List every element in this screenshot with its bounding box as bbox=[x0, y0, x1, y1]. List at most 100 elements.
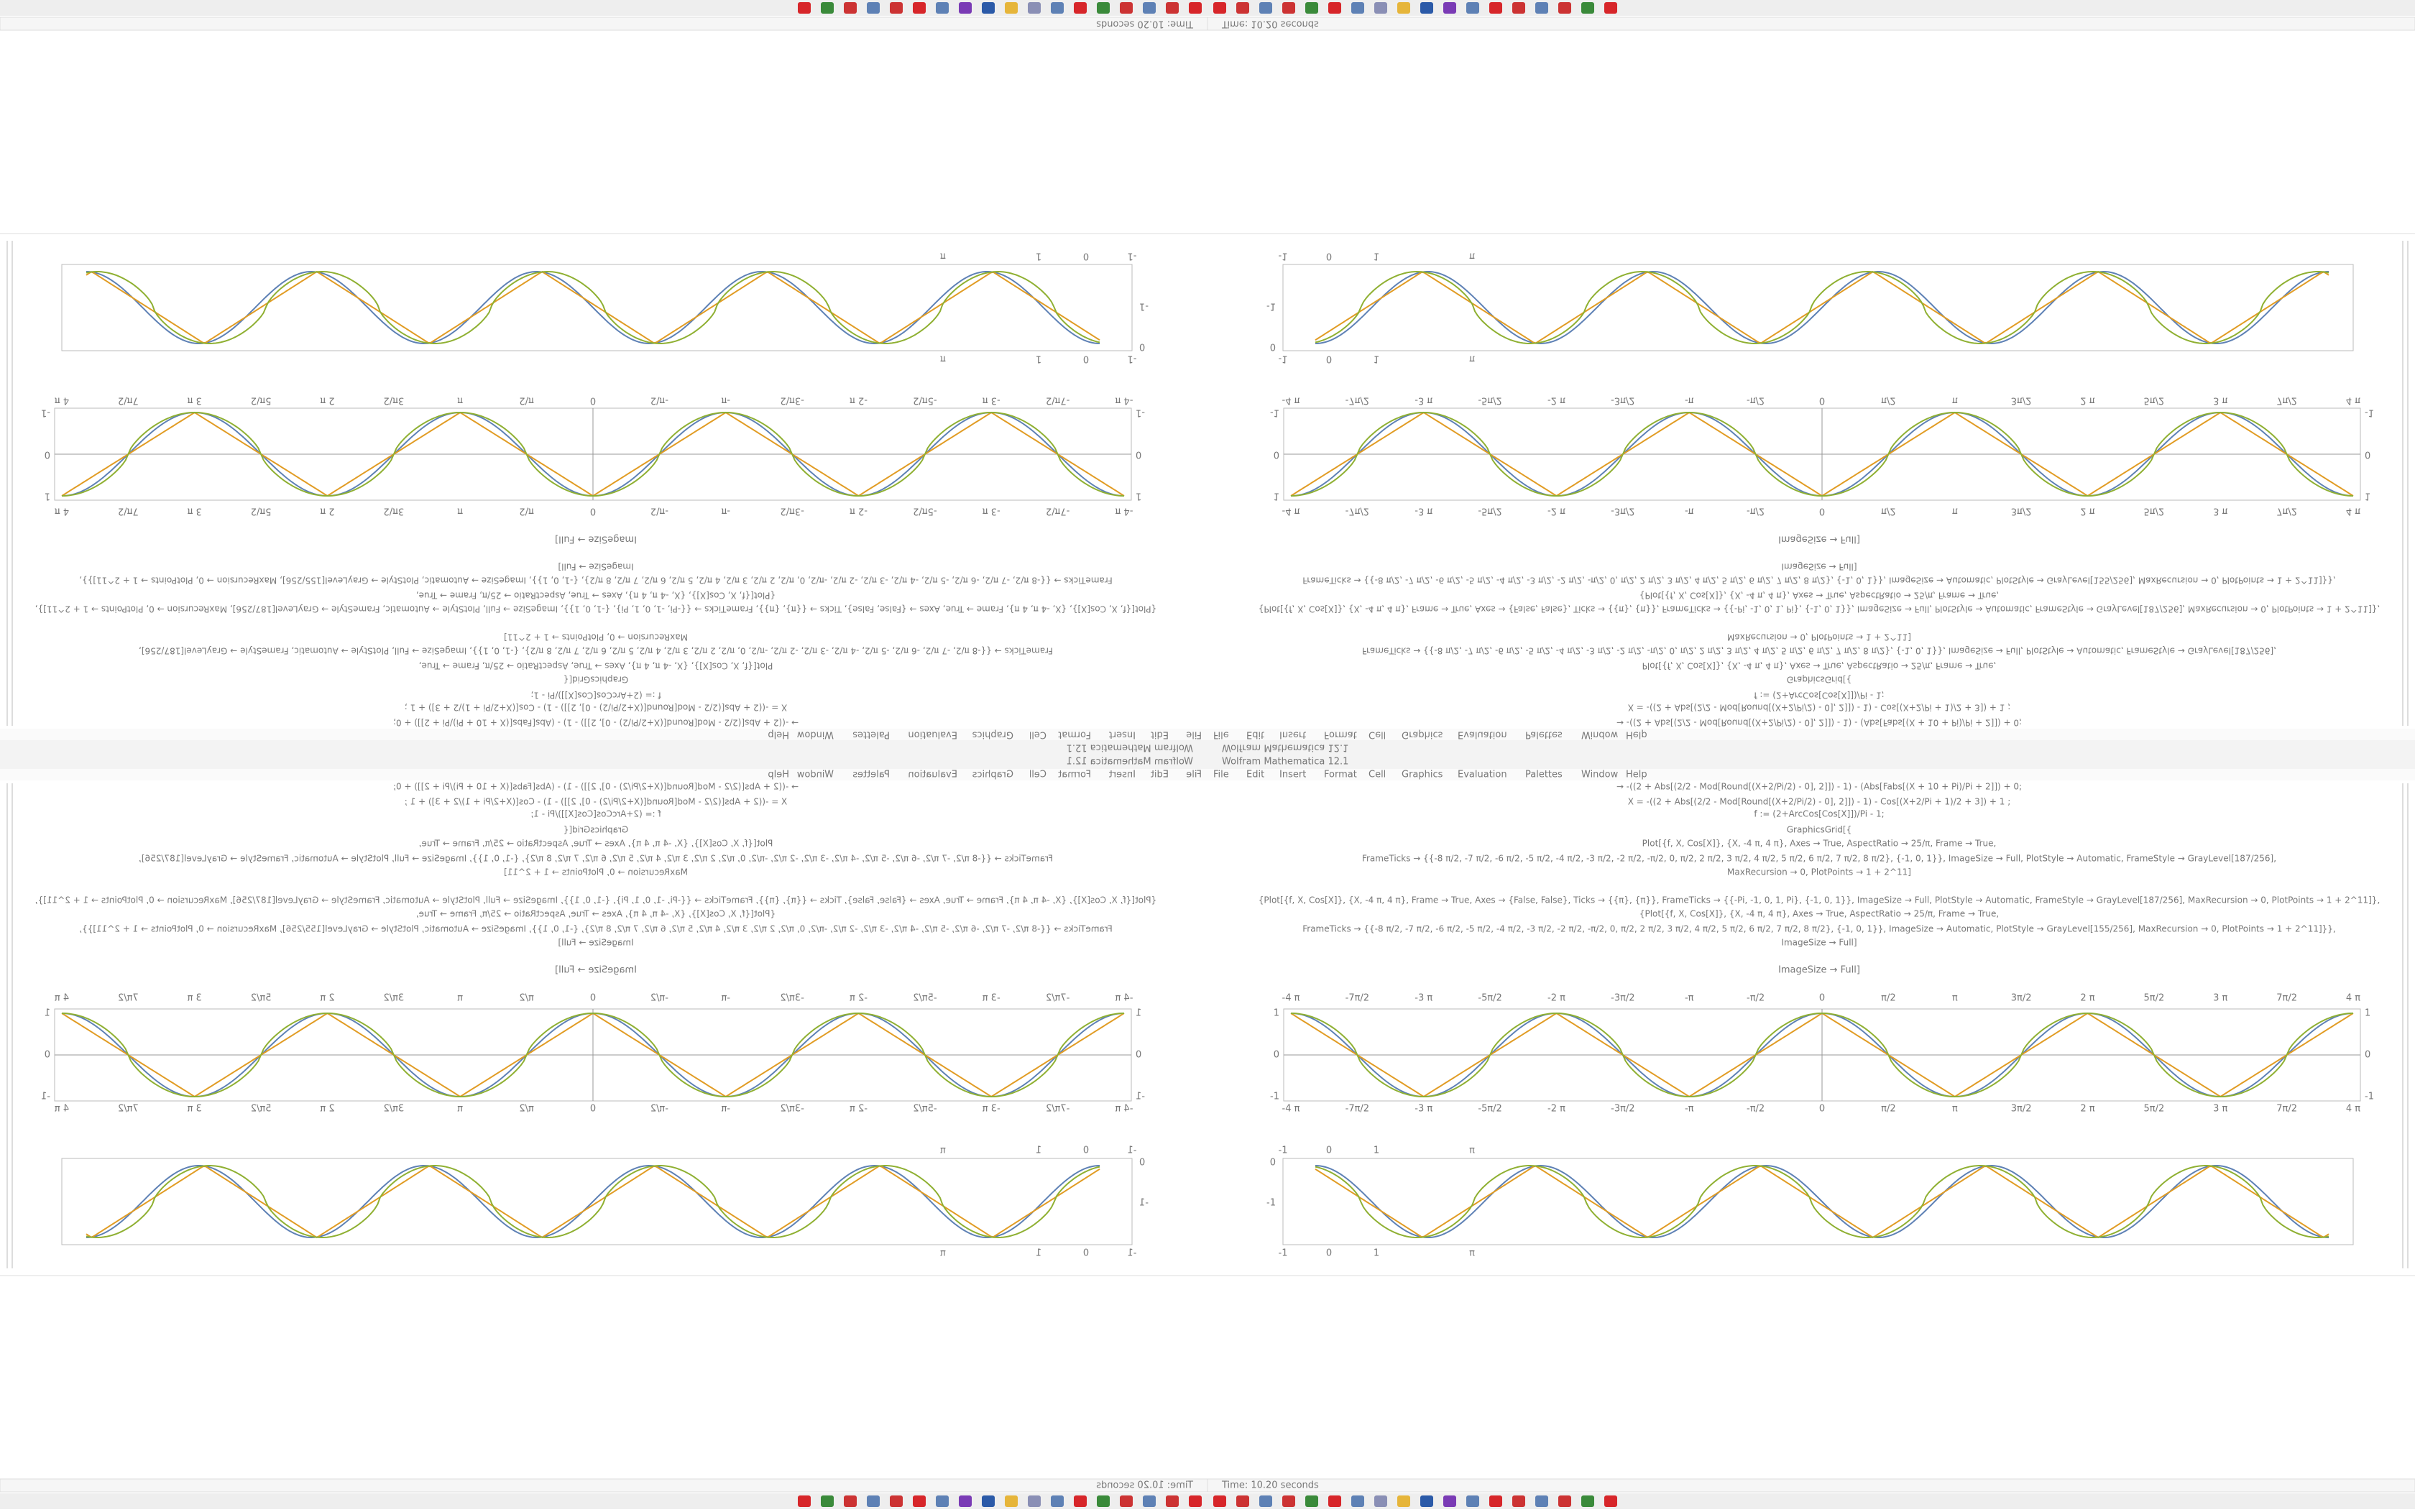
taskbar-icon[interactable] bbox=[1166, 1495, 1179, 1507]
taskbar-icon[interactable] bbox=[1558, 2, 1571, 14]
menu-item[interactable]: Graphics bbox=[972, 770, 1013, 780]
menu-item[interactable]: Window bbox=[796, 770, 834, 780]
taskbar-icon[interactable] bbox=[1351, 2, 1364, 14]
taskbar-icon[interactable] bbox=[1512, 1495, 1525, 1507]
taskbar-icon[interactable] bbox=[1351, 1495, 1364, 1507]
menu-item[interactable]: Evaluation bbox=[1458, 729, 1507, 740]
menu-item[interactable]: File bbox=[1213, 729, 1229, 740]
taskbar-icon[interactable] bbox=[1259, 2, 1272, 14]
taskbar-icon[interactable] bbox=[844, 2, 857, 14]
taskbar-icon[interactable] bbox=[821, 2, 834, 14]
taskbar-icon[interactable] bbox=[1420, 1495, 1433, 1507]
taskbar-icon[interactable] bbox=[1443, 1495, 1456, 1507]
menu-item[interactable]: Cell bbox=[1029, 770, 1046, 780]
menu-item[interactable]: Cell bbox=[1368, 770, 1386, 780]
taskbar-icon[interactable] bbox=[1305, 2, 1318, 14]
taskbar-icon[interactable] bbox=[1005, 1495, 1018, 1507]
taskbar-icon[interactable] bbox=[844, 1495, 857, 1507]
taskbar-icon[interactable] bbox=[1005, 2, 1018, 14]
menu-item[interactable]: Format bbox=[1058, 770, 1091, 780]
taskbar-icon[interactable] bbox=[1581, 1495, 1594, 1507]
taskbar-icon[interactable] bbox=[913, 2, 926, 14]
taskbar-icon[interactable] bbox=[1282, 1495, 1295, 1507]
taskbar-icon[interactable] bbox=[982, 1495, 995, 1507]
taskbar-icon[interactable] bbox=[1143, 1495, 1156, 1507]
taskbar-icon[interactable] bbox=[1259, 1495, 1272, 1507]
taskbar-icon[interactable] bbox=[1374, 2, 1387, 14]
taskbar-icon[interactable] bbox=[890, 2, 903, 14]
menu-item[interactable]: Help bbox=[1626, 770, 1647, 780]
taskbar-icon[interactable] bbox=[1189, 1495, 1202, 1507]
taskbar-icon[interactable] bbox=[1328, 1495, 1341, 1507]
taskbar-icon[interactable] bbox=[1028, 2, 1041, 14]
taskbar-icon[interactable] bbox=[1236, 2, 1249, 14]
menu-item[interactable]: Graphics bbox=[972, 729, 1013, 740]
taskbar-icon[interactable] bbox=[798, 1495, 811, 1507]
taskbar-icon[interactable] bbox=[1189, 2, 1202, 14]
taskbar-icon[interactable] bbox=[1120, 2, 1133, 14]
taskbar-icon[interactable] bbox=[1051, 1495, 1064, 1507]
taskbar-icon[interactable] bbox=[798, 2, 811, 14]
menu-item[interactable]: Evaluation bbox=[908, 770, 957, 780]
menu-item[interactable]: Edit bbox=[1246, 729, 1264, 740]
menu-item[interactable]: Insert bbox=[1279, 729, 1306, 740]
menu-item[interactable]: Window bbox=[1581, 729, 1619, 740]
taskbar-icon[interactable] bbox=[1166, 2, 1179, 14]
taskbar-icon[interactable] bbox=[1512, 2, 1525, 14]
taskbar-icon[interactable] bbox=[1120, 1495, 1133, 1507]
taskbar-icon[interactable] bbox=[1489, 1495, 1502, 1507]
menu-item[interactable]: Window bbox=[796, 729, 834, 740]
taskbar-icon[interactable] bbox=[1604, 1495, 1617, 1507]
menu-item[interactable]: Cell bbox=[1368, 729, 1386, 740]
taskbar-icon[interactable] bbox=[1604, 2, 1617, 14]
menu-item[interactable]: Palettes bbox=[1525, 729, 1563, 740]
taskbar-icon[interactable] bbox=[913, 1495, 926, 1507]
taskbar-icon[interactable] bbox=[1213, 2, 1226, 14]
menu-item[interactable]: Palettes bbox=[852, 770, 890, 780]
taskbar-icon[interactable] bbox=[1466, 1495, 1479, 1507]
taskbar-icon[interactable] bbox=[1305, 1495, 1318, 1507]
menu-item[interactable]: File bbox=[1186, 729, 1202, 740]
menu-item[interactable]: Cell bbox=[1029, 729, 1046, 740]
menu-item[interactable]: File bbox=[1213, 770, 1229, 780]
taskbar-icon[interactable] bbox=[1535, 1495, 1548, 1507]
menu-item[interactable]: Evaluation bbox=[1458, 770, 1507, 780]
taskbar-icon[interactable] bbox=[1397, 2, 1410, 14]
taskbar-icon[interactable] bbox=[1489, 2, 1502, 14]
menu-item[interactable]: Format bbox=[1324, 770, 1357, 780]
menu-item[interactable]: Help bbox=[1626, 729, 1647, 740]
taskbar-icon[interactable] bbox=[982, 2, 995, 14]
menu-item[interactable]: Palettes bbox=[1525, 770, 1563, 780]
menu-item[interactable]: File bbox=[1186, 770, 1202, 780]
taskbar-icon[interactable] bbox=[867, 2, 880, 14]
taskbar-icon[interactable] bbox=[1443, 2, 1456, 14]
menu-item[interactable]: Edit bbox=[1151, 770, 1169, 780]
taskbar-icon[interactable] bbox=[1097, 1495, 1110, 1507]
taskbar-icon[interactable] bbox=[1097, 2, 1110, 14]
menu-item[interactable]: Evaluation bbox=[908, 729, 957, 740]
taskbar-icon[interactable] bbox=[959, 2, 972, 14]
taskbar-icon[interactable] bbox=[1074, 2, 1087, 14]
taskbar-icon[interactable] bbox=[1558, 1495, 1571, 1507]
taskbar-icon[interactable] bbox=[1466, 2, 1479, 14]
menu-item[interactable]: Help bbox=[768, 770, 789, 780]
menu-item[interactable]: Format bbox=[1324, 729, 1357, 740]
taskbar-icon[interactable] bbox=[936, 1495, 949, 1507]
menu-item[interactable]: Edit bbox=[1151, 729, 1169, 740]
taskbar-icon[interactable] bbox=[867, 1495, 880, 1507]
taskbar-icon[interactable] bbox=[1328, 2, 1341, 14]
menu-item[interactable]: Graphics bbox=[1402, 770, 1443, 780]
taskbar-icon[interactable] bbox=[1581, 2, 1594, 14]
taskbar-icon[interactable] bbox=[821, 1495, 834, 1507]
taskbar-icon[interactable] bbox=[1028, 1495, 1041, 1507]
taskbar-icon[interactable] bbox=[1397, 1495, 1410, 1507]
menu-item[interactable]: Insert bbox=[1109, 770, 1136, 780]
taskbar-icon[interactable] bbox=[1535, 2, 1548, 14]
taskbar-icon[interactable] bbox=[1213, 1495, 1226, 1507]
menu-item[interactable]: Insert bbox=[1109, 729, 1136, 740]
menu-item[interactable]: Graphics bbox=[1402, 729, 1443, 740]
taskbar-icon[interactable] bbox=[1236, 1495, 1249, 1507]
taskbar-icon[interactable] bbox=[1282, 2, 1295, 14]
taskbar-icon[interactable] bbox=[959, 1495, 972, 1507]
taskbar-icon[interactable] bbox=[890, 1495, 903, 1507]
